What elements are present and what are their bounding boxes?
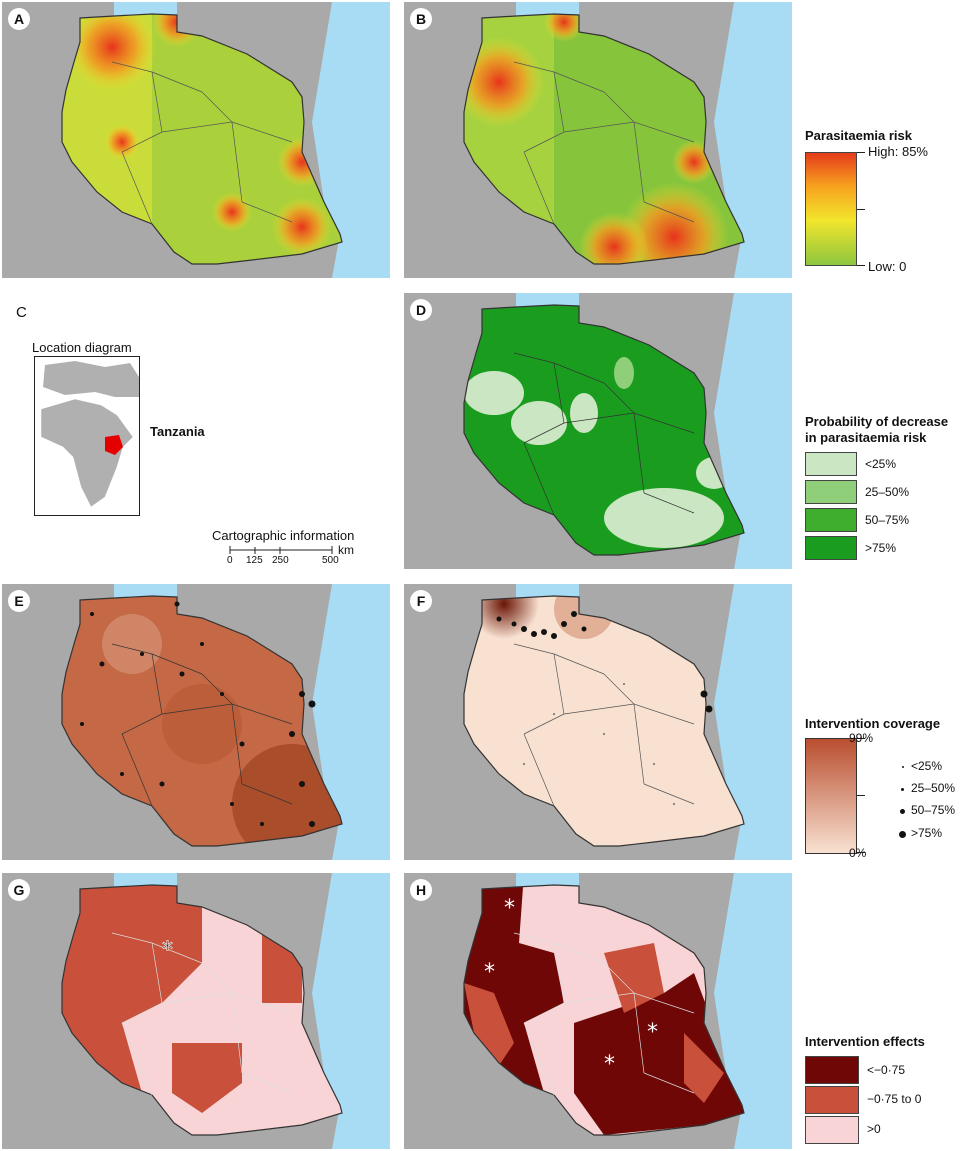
dot-size-1 — [902, 766, 904, 768]
cov-tick-low — [857, 852, 865, 853]
scale-title: Cartographic information — [212, 528, 355, 543]
effects-swatch-1 — [805, 1056, 859, 1084]
location-diagram-title: Location diagram — [32, 340, 132, 355]
coverage-gradient-bar — [805, 738, 857, 854]
svg-text:*: * — [504, 896, 515, 921]
prob-swatch-1 — [805, 452, 857, 476]
cov-tick-high — [857, 738, 865, 739]
legend-effects: Intervention effects <−0·75 −0·75 to 0 >… — [805, 1034, 960, 1144]
map-panel-f: F — [404, 584, 792, 860]
prob-swatch-4 — [805, 536, 857, 560]
effects-swatch-3 — [805, 1116, 859, 1144]
panel-label-c: C — [16, 304, 27, 321]
prob-label-2: 25–50% — [865, 485, 910, 499]
prob-label-4: >75% — [865, 541, 897, 555]
svg-text:*: * — [647, 1020, 658, 1045]
dot-label-3: 50–75% — [911, 803, 956, 817]
tick-high — [857, 152, 865, 153]
effects-label-3: >0 — [867, 1122, 881, 1136]
map-panel-e: E — [2, 584, 390, 860]
scale-tick-250: 250 — [272, 555, 289, 566]
dot-label-2: 25–50% — [911, 781, 956, 795]
svg-text:*: * — [484, 960, 495, 985]
scale-tick-500: 500 — [322, 555, 339, 566]
cov-tick-mid — [857, 795, 865, 796]
panel-label-a: A — [8, 8, 30, 30]
legend-coverage: Intervention coverage 99% 0% <25% 25–50%… — [805, 716, 960, 861]
tick-mid — [857, 209, 865, 210]
legend-probability-title-1: Probability of decrease — [805, 414, 949, 429]
panel-label-h: H — [410, 879, 432, 901]
prob-swatch-2 — [805, 480, 857, 504]
scale-unit: km — [338, 543, 354, 557]
scale-tick-125: 125 — [246, 555, 263, 566]
dot-label-4: >75% — [911, 826, 943, 840]
location-diagram — [34, 356, 140, 516]
legend-low-label: Low: 0 — [868, 259, 907, 274]
map-panel-g: * G — [2, 873, 390, 1149]
map-panel-d: D — [404, 293, 792, 569]
map-panel-a: A — [2, 2, 390, 278]
indian-ocean — [312, 2, 390, 278]
legend-parasitaemia: Parasitaemia risk High: 85% Low: 0 — [805, 128, 960, 278]
legend-probability: Probability of decrease in parasitaemia … — [805, 414, 960, 564]
tick-low — [857, 265, 865, 266]
dot-size-2 — [901, 788, 904, 791]
prob-label-3: 50–75% — [865, 513, 910, 527]
tanzania-highlight — [105, 435, 123, 455]
map-panel-b: B — [404, 2, 792, 278]
panel-label-e: E — [8, 590, 30, 612]
coverage-min-label: 0% — [849, 846, 867, 860]
location-country-label: Tanzania — [150, 424, 205, 439]
prob-label-1: <25% — [865, 457, 897, 471]
panel-c: C Location diagram Tanzania Cartographic… — [2, 296, 390, 572]
prob-swatch-3 — [805, 508, 857, 532]
legend-coverage-title: Intervention coverage — [805, 716, 941, 731]
svg-text:*: * — [604, 1052, 615, 1077]
effects-label-2: −0·75 to 0 — [867, 1092, 922, 1106]
effects-label-1: <−0·75 — [867, 1063, 906, 1077]
map-panel-h: * * * * H — [404, 873, 792, 1149]
panel-label-b: B — [410, 8, 432, 30]
risk-gradient-bar — [805, 152, 857, 266]
scale-bar — [229, 546, 333, 554]
legend-effects-title: Intervention effects — [805, 1034, 925, 1049]
svg-text:*: * — [162, 938, 173, 963]
panel-label-f: F — [410, 590, 432, 612]
dot-size-3 — [900, 809, 905, 814]
effects-swatch-2 — [805, 1086, 859, 1114]
panel-label-g: G — [8, 879, 30, 901]
dot-label-1: <25% — [911, 759, 943, 773]
legend-probability-title-2: in parasitaemia risk — [805, 430, 927, 445]
scale-tick-0: 0 — [227, 555, 233, 566]
legend-high-label: High: 85% — [868, 144, 928, 159]
panel-label-d: D — [410, 299, 432, 321]
coverage-max-label: 99% — [849, 731, 874, 745]
legend-parasitaemia-title: Parasitaemia risk — [805, 128, 912, 143]
dot-size-4 — [899, 831, 906, 838]
